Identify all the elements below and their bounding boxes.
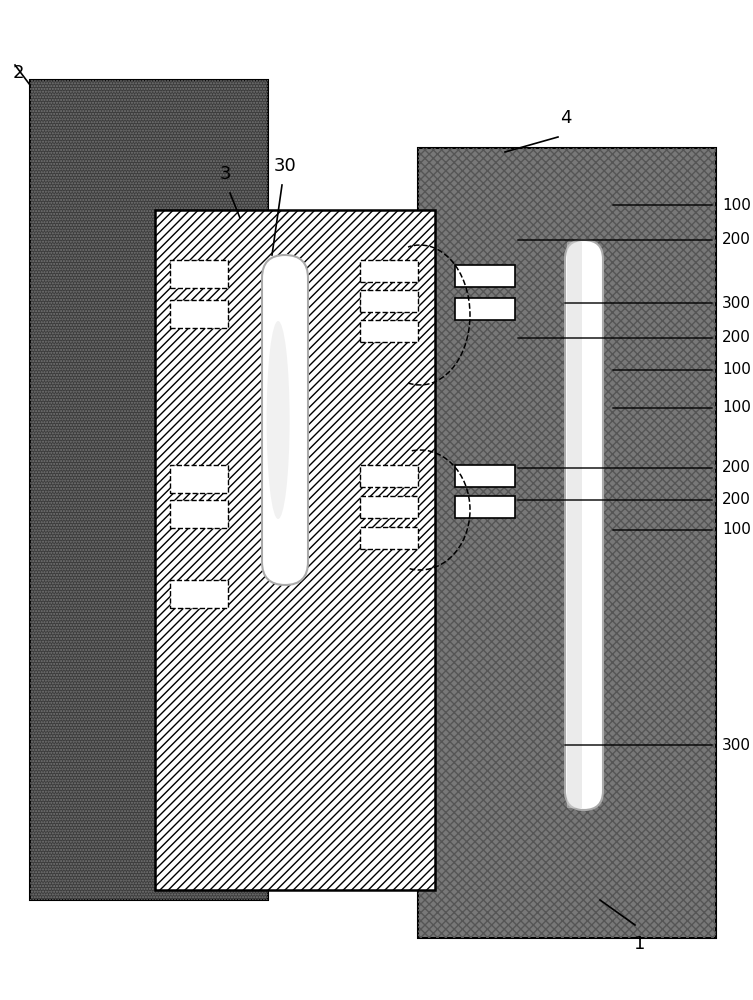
- Bar: [455, 496, 515, 518]
- Ellipse shape: [267, 321, 290, 519]
- Text: 2: 2: [13, 64, 25, 82]
- Bar: [30, 80, 268, 900]
- Bar: [567, 242, 582, 808]
- Bar: [30, 80, 268, 900]
- Text: 100: 100: [722, 522, 751, 538]
- Text: 200: 200: [722, 492, 751, 508]
- Text: 100: 100: [722, 198, 751, 213]
- Bar: [155, 210, 435, 890]
- Bar: [455, 465, 515, 487]
- Bar: [360, 320, 418, 342]
- Bar: [360, 290, 418, 312]
- Text: 200: 200: [722, 232, 751, 247]
- Bar: [360, 527, 418, 549]
- Bar: [360, 496, 418, 518]
- Bar: [455, 265, 515, 287]
- Text: 100: 100: [722, 400, 751, 416]
- Bar: [455, 298, 515, 320]
- Text: 1: 1: [634, 935, 645, 953]
- Text: 100: 100: [722, 362, 751, 377]
- Bar: [170, 500, 228, 528]
- Bar: [360, 260, 418, 282]
- Bar: [418, 148, 716, 938]
- Text: 30: 30: [273, 157, 297, 175]
- Text: 3: 3: [219, 165, 230, 183]
- FancyBboxPatch shape: [565, 240, 603, 810]
- Bar: [418, 148, 716, 938]
- Bar: [360, 465, 418, 487]
- Text: 200: 200: [722, 330, 751, 346]
- Bar: [170, 300, 228, 328]
- Bar: [170, 465, 228, 493]
- Bar: [170, 580, 228, 608]
- Text: 300: 300: [722, 738, 751, 752]
- Bar: [155, 210, 435, 890]
- Text: 300: 300: [722, 296, 751, 310]
- Bar: [170, 260, 228, 288]
- Text: 4: 4: [560, 109, 572, 127]
- Text: 200: 200: [722, 460, 751, 476]
- FancyBboxPatch shape: [262, 255, 308, 585]
